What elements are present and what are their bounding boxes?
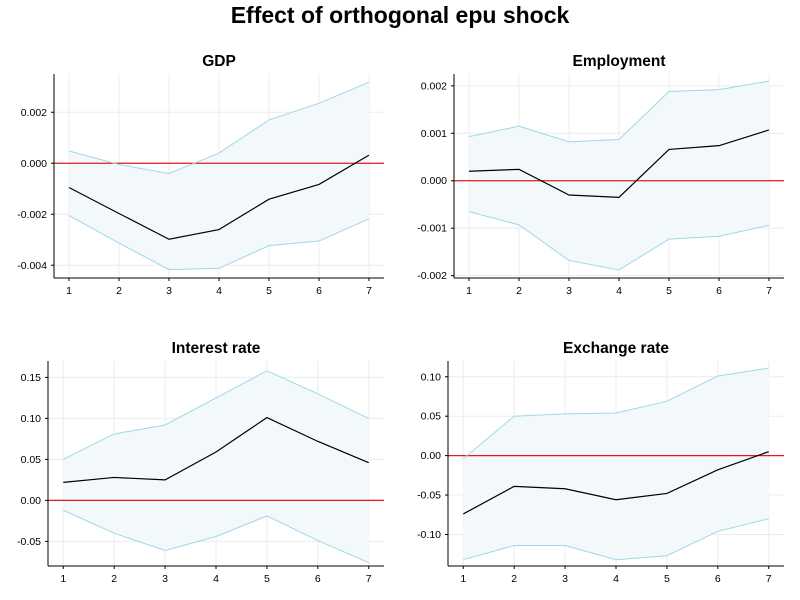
y-tick-label: 0.15 <box>21 372 42 384</box>
x-tick-label: 2 <box>516 285 522 297</box>
x-tick-label: 7 <box>766 285 772 297</box>
x-tick-label: 3 <box>166 285 172 297</box>
panel-title: Employment <box>572 53 665 70</box>
confidence-band <box>63 370 369 563</box>
panel-title: Exchange rate <box>563 340 669 357</box>
panel-3: -0.05 0.00 0.05 0.10 0.15 1 2 3 4 5 6 7 Interest rat… <box>17 340 384 585</box>
y-tick-label: 0.001 <box>421 128 447 140</box>
irf-line <box>468 129 770 198</box>
x-tick-label: 7 <box>766 573 772 585</box>
upper-band-line <box>68 81 370 174</box>
y-tick-label: 0.000 <box>21 158 47 170</box>
x-tick-label: 6 <box>716 285 722 297</box>
x-tick-label: 5 <box>664 573 670 585</box>
x-tick-label: 4 <box>613 573 619 585</box>
y-tick-label: 0.002 <box>421 80 447 92</box>
x-tick-label: 1 <box>466 285 472 297</box>
y-tick-label: 0.000 <box>421 175 447 187</box>
irf-line <box>68 154 370 240</box>
upper-band-line <box>63 370 369 460</box>
y-tick-label: 0.05 <box>421 411 442 423</box>
lower-band-line <box>68 215 370 271</box>
x-tick-label: 4 <box>616 285 622 297</box>
x-tick-label: 1 <box>66 285 72 297</box>
x-tick-label: 5 <box>666 285 672 297</box>
x-tick-label: 6 <box>715 573 721 585</box>
y-tick-label: -0.001 <box>417 223 447 235</box>
x-tick-label: 6 <box>316 285 322 297</box>
y-tick-label: -0.05 <box>417 490 441 502</box>
confidence-band <box>463 368 769 560</box>
irf-line <box>63 416 369 483</box>
panel-1: -0.004 -0.002 0.000 0.002 1 2 3 4 5 6 7 GDP <box>17 53 384 297</box>
confidence-band <box>469 81 769 270</box>
y-tick-label: 0.05 <box>21 454 42 466</box>
upper-band-line <box>462 367 769 460</box>
y-tick-label: -0.002 <box>17 209 47 221</box>
x-tick-label: 2 <box>116 285 122 297</box>
lower-band-line <box>468 211 770 271</box>
x-tick-label: 2 <box>111 573 117 585</box>
x-tick-label: 3 <box>566 285 572 297</box>
x-tick-label: 4 <box>213 573 219 585</box>
panel-2: -0.002 -0.001 0.000 0.001 0.002 1 2 3 4 5 6 7 Employ… <box>417 53 784 297</box>
upper-band-line <box>468 80 770 143</box>
y-tick-label: 0.00 <box>421 450 442 462</box>
x-tick-label: 3 <box>162 573 168 585</box>
x-tick-label: 2 <box>511 573 517 585</box>
x-tick-label: 1 <box>460 573 466 585</box>
panel-4: -0.10 -0.05 0.00 0.05 0.10 1 2 3 4 5 6 7 Exchange ra… <box>417 340 784 585</box>
x-tick-label: 4 <box>216 285 222 297</box>
y-tick-label: -0.10 <box>417 529 441 541</box>
confidence-band <box>69 82 369 270</box>
y-tick-label: 0.002 <box>21 107 47 119</box>
y-tick-label: -0.004 <box>17 260 47 272</box>
x-tick-label: 7 <box>366 285 372 297</box>
x-tick-label: 6 <box>315 573 321 585</box>
x-tick-label: 3 <box>562 573 568 585</box>
x-tick-label: 7 <box>366 573 372 585</box>
lower-band-line <box>63 509 369 564</box>
y-tick-label: 0.00 <box>21 495 42 507</box>
x-tick-label: 5 <box>266 285 272 297</box>
y-tick-label: -0.002 <box>417 270 447 282</box>
panel-title: Interest rate <box>172 340 261 357</box>
lower-band-line <box>463 518 769 561</box>
panel-title: GDP <box>202 53 236 70</box>
y-tick-label: 0.10 <box>421 371 442 383</box>
y-tick-label: 0.10 <box>21 413 42 425</box>
y-tick-label: -0.05 <box>17 536 41 548</box>
irf-line <box>462 451 769 515</box>
x-tick-label: 5 <box>264 573 270 585</box>
x-tick-label: 1 <box>60 573 66 585</box>
figure-title: Effect of orthogonal epu shock <box>230 2 570 28</box>
